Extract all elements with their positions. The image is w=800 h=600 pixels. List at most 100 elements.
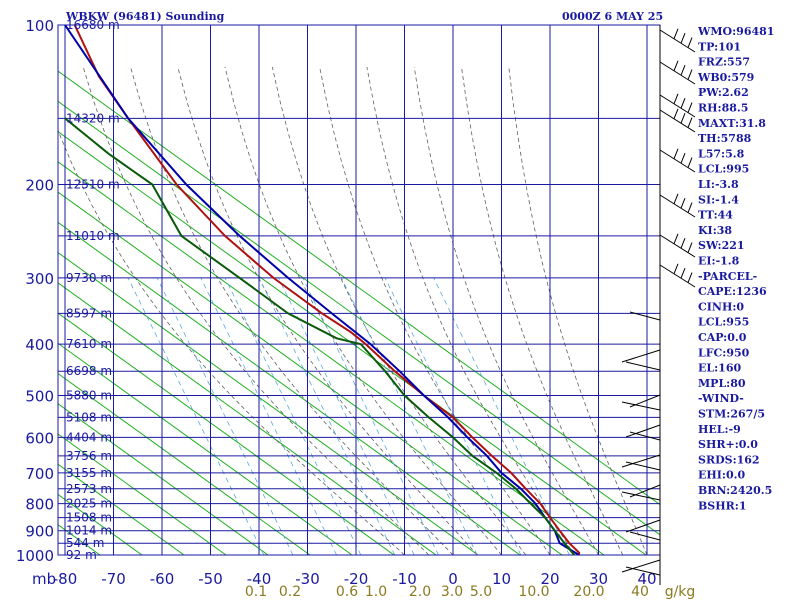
sounding-profile-line [64,117,576,555]
height-label: 3155 m [66,466,112,480]
index-value: SW:221 [698,239,745,252]
index-value: BRN:2420.5 [698,484,772,497]
moist-adiabat [130,66,454,555]
height-label: 544 m [66,536,104,550]
wind-barb-flag [680,268,686,279]
moist-adiabat [58,129,405,555]
temperature-tick-label: 0 [448,570,458,588]
temperature-tick-label: -70 [101,570,126,588]
pressure-tick-label: 700 [25,465,54,483]
wind-barb-staff [621,401,661,411]
mixing-ratio-line [278,277,415,555]
wind-barb-staff [659,194,696,218]
mixing-ratio-line [302,277,439,555]
index-value: EHI:0.0 [698,469,745,482]
pressure-tick-label: 500 [25,387,54,405]
pressure-tick-label: 100 [25,17,54,35]
temperature-tick-label: -40 [247,570,272,588]
temperature-tick-label: 40 [637,570,656,588]
mixing-ratio-label: 0.1 [245,584,267,600]
wind-barb-flag [673,233,679,244]
dry-adiabat [58,433,227,555]
plot-frame [57,24,661,556]
index-value: TT:44 [698,209,733,222]
index-value: LCL:995 [698,163,749,176]
index-value: SI:-1.4 [698,193,739,206]
wind-barb-staff [659,94,696,118]
dry-adiabat [58,131,647,555]
index-value: CAP:0.0 [698,331,747,344]
wind-barb-staff [659,61,696,85]
index-value: TH:5788 [698,132,752,145]
dry-adiabat [58,70,660,506]
index-value: SRDS:162 [698,453,760,466]
pressure-tick-label: 200 [25,177,54,195]
wind-barb-staff [625,566,661,576]
wind-barb-staff [629,394,661,408]
profiles [64,25,581,555]
wind-barb-staff [659,149,696,173]
index-value: EI:-1.8 [698,255,740,268]
temperature-tick-label: 10 [492,570,511,588]
pressure-tick-label: 800 [25,496,54,514]
wind-barb-flag [680,238,686,249]
index-value: PW:2.62 [698,86,749,99]
temperature-tick-label: -10 [392,570,417,588]
height-label: 2573 m [66,482,112,496]
wind-barb-flag [680,113,686,124]
wind-barb-flag [687,117,693,128]
index-value: EL:160 [698,362,741,375]
height-label: 6698 m [66,364,112,378]
index-value: RH:88.5 [698,102,748,115]
moist-adiabat [271,66,527,555]
chart-title: WBKW (96481) Sounding [65,10,225,23]
temperature-tick-label: 30 [589,570,608,588]
wind-barb-flag [673,263,679,274]
wind-barb-flag [687,157,693,168]
height-label: 12510 m [66,178,120,192]
wind-barb-flag [673,93,679,104]
wind-barb-flag [673,148,679,159]
temperature-tick-label: -60 [150,570,175,588]
wind-barbs [621,25,696,585]
moist-adiabat [366,66,575,555]
mixing-ratio-label: 3.0 [441,584,463,600]
mixing-ratio-line [200,277,337,555]
pressure-tick-label: 900 [25,523,54,541]
index-value: LI:-3.8 [698,178,739,191]
mixing-ratio-label: g/kg [665,584,696,600]
wind-barb-staff [659,234,696,258]
wind-barb-flag [687,272,693,283]
moist-adiabat [508,66,648,555]
wind-barb-staff [621,559,661,573]
mixing-ratio-label: 0.2 [279,584,301,600]
height-label: 3756 m [66,449,112,463]
temperature-tick-label: -80 [53,570,78,588]
dry-adiabat [58,282,437,555]
wind-barb-staff [659,264,696,288]
grid [57,24,661,556]
mixing-ratio-label: 2.0 [409,584,431,600]
pressure-tick-label: 1000 [16,547,54,565]
mixing-ratio-label: 20.0 [573,584,604,600]
temperature-tick-label: 20 [540,570,559,588]
wind-barb-staff [625,461,661,471]
wind-barb-staff [659,29,696,53]
height-label: 14320 m [66,111,120,125]
mixing-ratio-line [224,277,362,555]
moist-adiabat [461,66,624,555]
dry-adiabat [58,312,395,555]
index-value: WMO:96481 [697,25,774,38]
mixing-ratio-line [127,277,265,555]
index-value: TP:101 [698,40,741,53]
index-value: L57:5.8 [698,147,745,160]
chart-timestamp: 0000Z 6 MAY 25 [562,10,663,23]
height-label: 92 m [66,548,97,562]
dry-adiabat [58,342,353,555]
dry-adiabat [0,0,16,555]
mixing-ratio-label: 40 [631,584,649,600]
index-value: MAXT:31.8 [698,117,766,130]
wind-barb-flag [673,28,679,39]
mixing-ratio-label: 0.6 [336,584,358,600]
